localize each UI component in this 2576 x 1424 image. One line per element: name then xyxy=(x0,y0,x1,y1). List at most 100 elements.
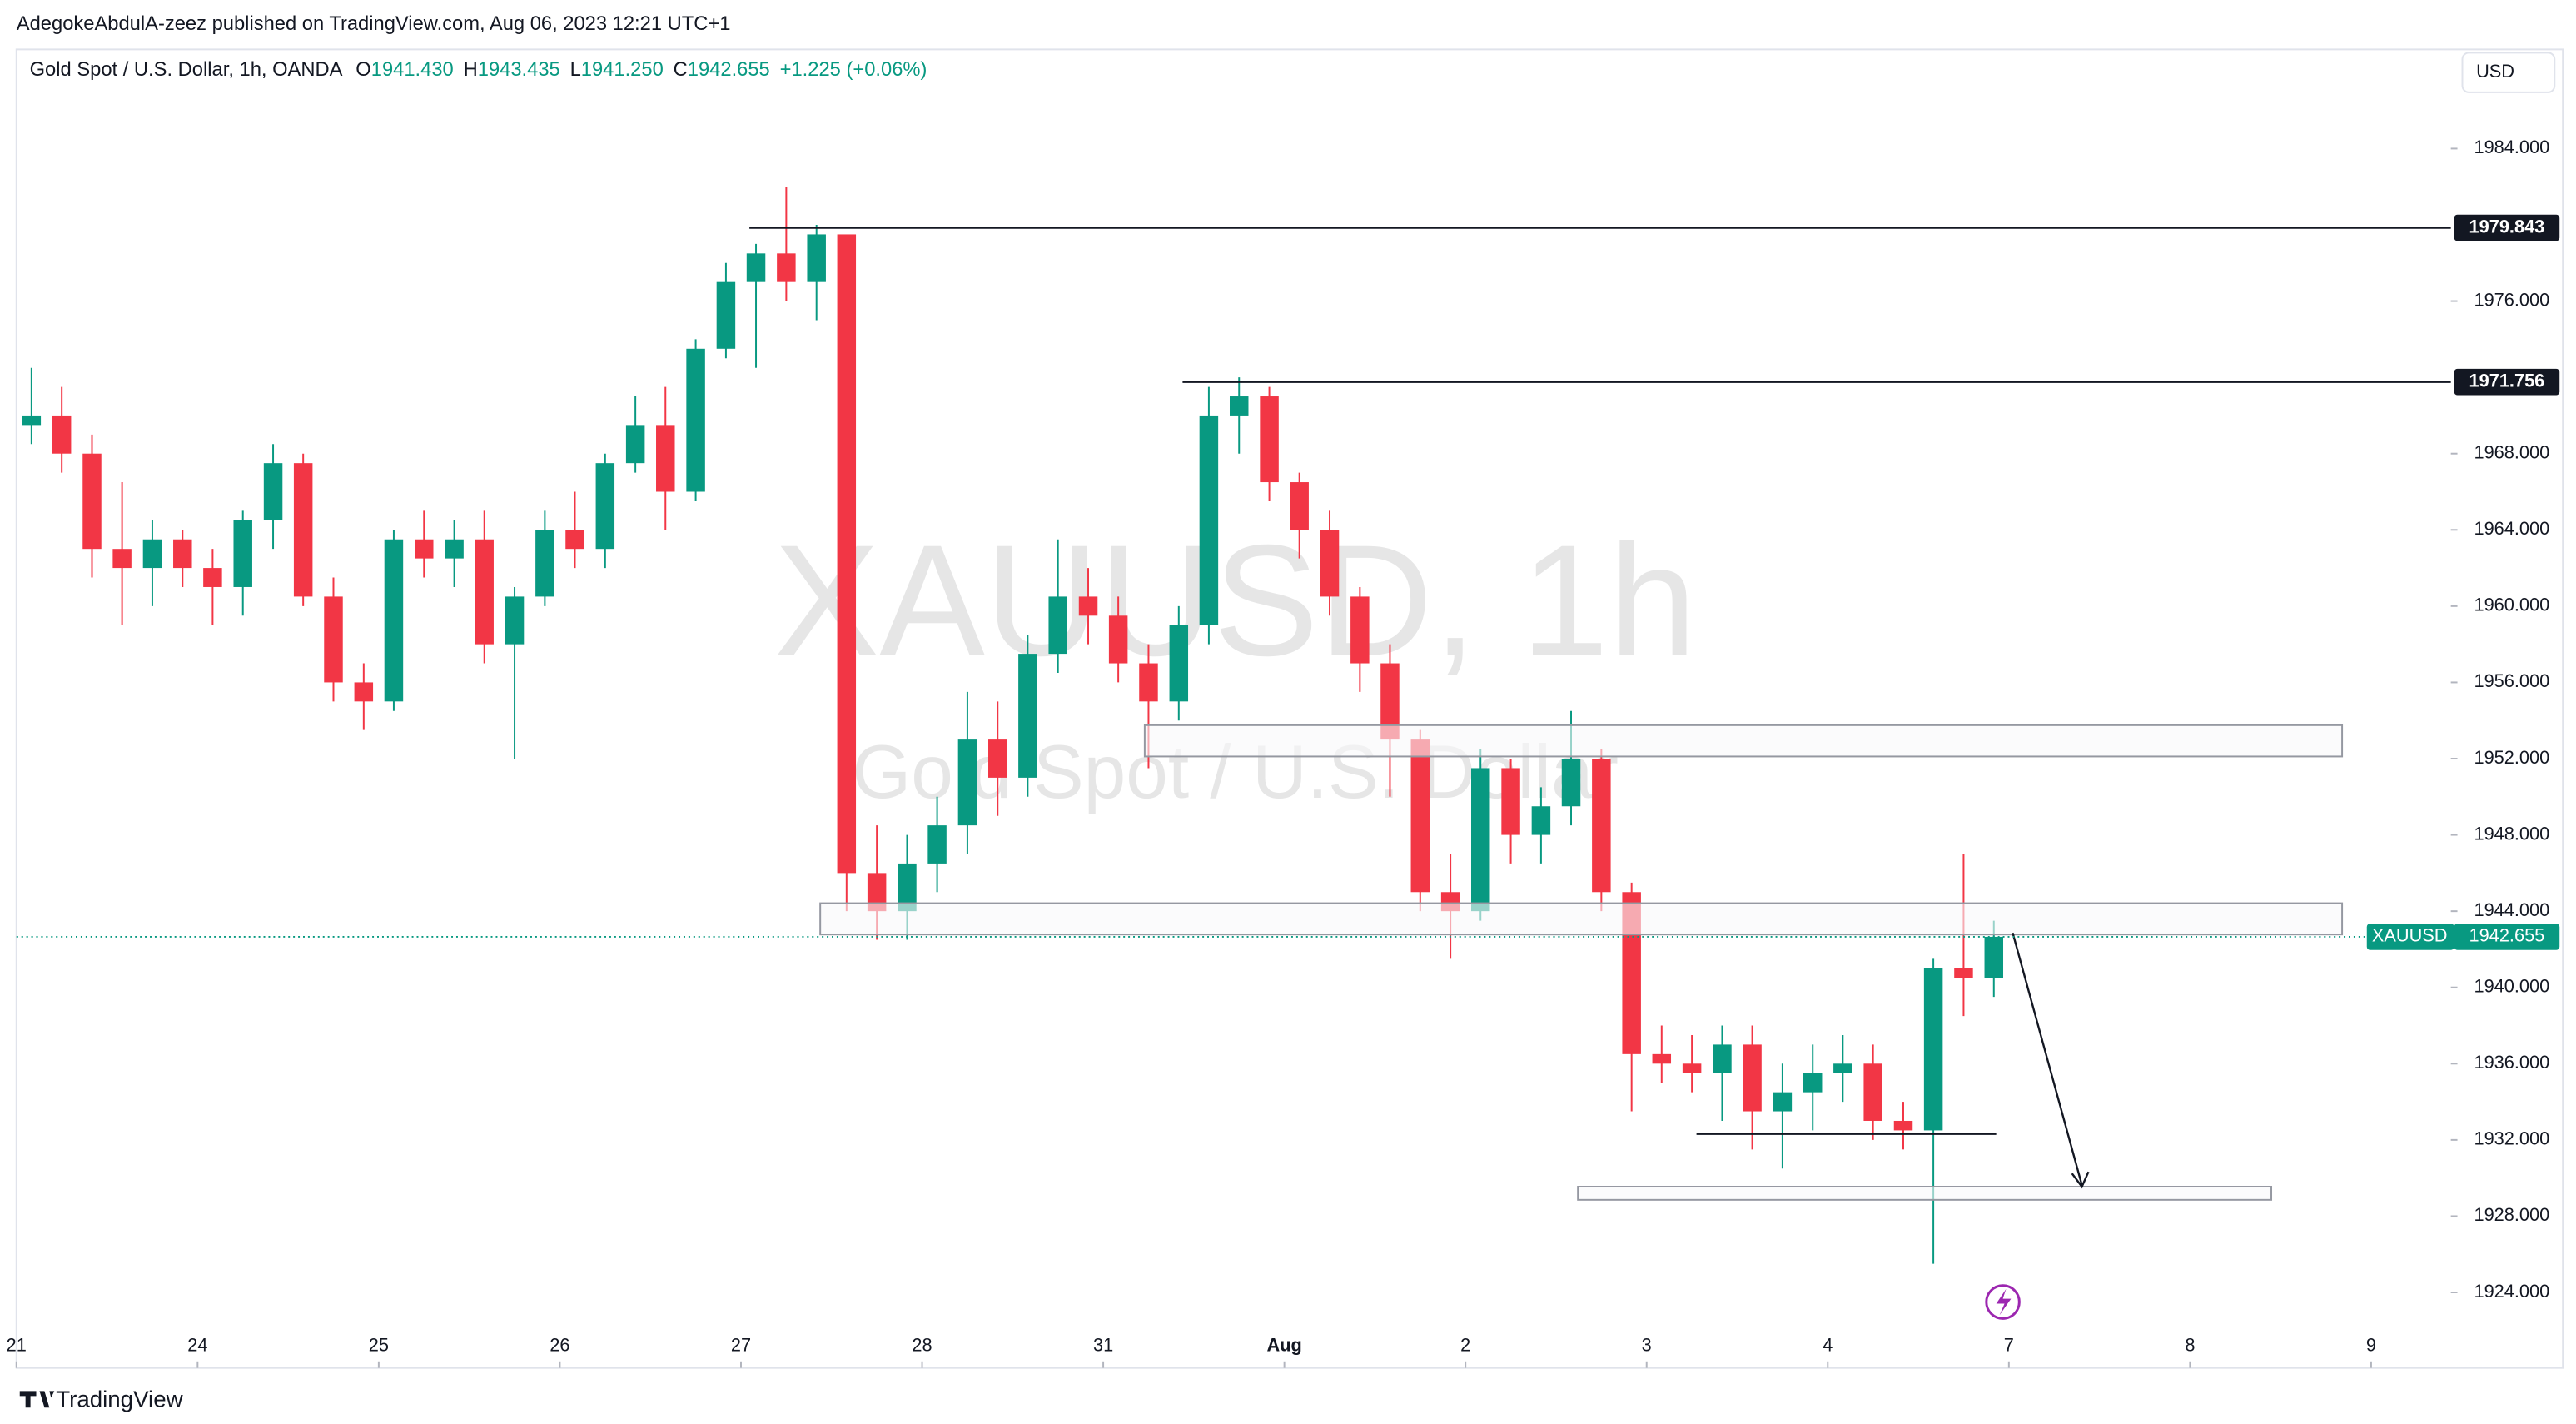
arrow xyxy=(2012,932,2083,1186)
price-tag-label: 1979.843 xyxy=(2469,216,2545,237)
candle-body xyxy=(656,425,675,492)
x-tick-label: 7 xyxy=(2004,1335,2014,1356)
candle-body xyxy=(1260,396,1279,483)
y-tick-label: 1952.000 xyxy=(2474,747,2549,768)
candle-body xyxy=(384,539,404,702)
price-tag-label: 1971.756 xyxy=(2469,370,2545,391)
zone xyxy=(819,902,2344,936)
x-tick-label: 31 xyxy=(1093,1335,1113,1356)
candle-body xyxy=(1078,596,1098,616)
price-tag xyxy=(2454,214,2560,241)
legend-title: Gold Spot / U.S. Dollar, 1h, OANDA xyxy=(30,59,343,81)
candle-body xyxy=(1863,1063,1882,1121)
candle-body xyxy=(1139,663,1158,702)
candle-body xyxy=(1048,596,1067,655)
candle-body xyxy=(475,539,494,645)
x-tick-label: Aug xyxy=(1266,1335,1301,1356)
y-tick-label: 1944.000 xyxy=(2474,899,2549,920)
candle-body xyxy=(324,596,343,683)
candle-body xyxy=(293,463,313,597)
candle-body xyxy=(354,682,374,702)
legend: Gold Spot / U.S. Dollar, 1h, OANDA O 1941.… xyxy=(30,59,927,81)
y-tick-label: 1948.000 xyxy=(2474,823,2549,844)
chart-frame xyxy=(15,48,2564,1369)
candle-body xyxy=(263,463,283,520)
y-tick-label: 1932.000 xyxy=(2474,1128,2549,1149)
candle-body xyxy=(1531,806,1551,835)
candle-body xyxy=(988,739,1007,778)
currency-label: USD xyxy=(2476,61,2514,82)
candle-body xyxy=(1954,968,1973,978)
candle-body xyxy=(52,415,72,454)
candle-body xyxy=(1652,1053,1672,1064)
candle-body xyxy=(1592,759,1611,893)
candle-body xyxy=(625,425,645,464)
change: +1.225 (+0.06%) xyxy=(780,59,927,81)
candle-body xyxy=(686,348,705,492)
y-tick-label: 1924.000 xyxy=(2474,1281,2549,1302)
brand: TradingView xyxy=(56,1387,183,1412)
candle-body xyxy=(535,530,554,597)
candle-body xyxy=(1320,530,1340,597)
candle-body xyxy=(807,234,826,282)
candle-body xyxy=(445,539,464,559)
x-tick-label: 21 xyxy=(7,1335,27,1356)
ohlc-label: H xyxy=(464,59,478,81)
candle-body xyxy=(112,549,132,569)
price-tag xyxy=(2454,368,2560,396)
candle-body xyxy=(22,415,42,426)
candle-body xyxy=(1199,415,1219,625)
y-tick-label: 1964.000 xyxy=(2474,518,2549,539)
x-tick-label: 8 xyxy=(2185,1335,2195,1356)
candle-body xyxy=(927,825,947,864)
candle-body xyxy=(1290,482,1309,530)
candle-body xyxy=(233,520,252,587)
ohlc-value: 1943.435 xyxy=(478,59,560,81)
candle-body xyxy=(1984,936,2004,978)
ohlc-value: 1942.655 xyxy=(688,59,770,81)
candle-body xyxy=(1470,768,1490,912)
symbol-tag-label: XAUUSD xyxy=(2372,925,2448,946)
x-tick-label: 27 xyxy=(731,1335,751,1356)
candle-body xyxy=(1230,396,1249,416)
candle-body xyxy=(777,253,796,282)
ohlc-label: O xyxy=(356,59,370,81)
candle-body xyxy=(595,463,615,550)
watermark-symbol: XAUUSD, 1h xyxy=(774,512,1697,689)
candle-body xyxy=(1682,1063,1702,1073)
publisher-line: AdegokeAbdulA-zeez published on TradingV… xyxy=(17,13,731,35)
x-tick-label: 2 xyxy=(1460,1335,1470,1356)
candle-body xyxy=(1108,615,1128,664)
ohlc-value: 1941.250 xyxy=(581,59,664,81)
x-tick-label: 26 xyxy=(550,1335,569,1356)
candle-body xyxy=(1893,1120,1913,1131)
x-tick-label: 24 xyxy=(187,1335,207,1356)
y-tick-label: 1928.000 xyxy=(2474,1204,2549,1225)
candle-body xyxy=(1169,625,1189,702)
candle-body xyxy=(1923,968,1943,1131)
candle-body xyxy=(1410,739,1430,893)
x-tick-label: 28 xyxy=(912,1335,932,1356)
candle-body xyxy=(867,873,887,912)
y-tick-label: 1968.000 xyxy=(2474,441,2549,462)
ohlc-label: C xyxy=(674,59,688,81)
currency-button[interactable] xyxy=(2461,52,2556,93)
candle-body xyxy=(173,539,192,569)
ohlc-label: L xyxy=(570,59,581,81)
candle-body xyxy=(898,863,917,912)
candle-body xyxy=(1833,1063,1852,1073)
candle-body xyxy=(505,596,525,645)
arrow-head xyxy=(2071,1171,2090,1189)
candle-body xyxy=(1380,663,1400,740)
candle-body xyxy=(1743,1044,1762,1112)
candle-body xyxy=(746,253,766,282)
event-bolt xyxy=(1996,1288,2012,1316)
candle-body xyxy=(82,453,102,550)
candle-body xyxy=(957,739,977,826)
x-tick-label: 4 xyxy=(1823,1335,1833,1356)
y-tick-label: 1936.000 xyxy=(2474,1052,2549,1073)
y-tick-label: 1960.000 xyxy=(2474,595,2549,615)
candle-body xyxy=(1803,1073,1823,1093)
y-tick-label: 1984.000 xyxy=(2474,137,2549,157)
